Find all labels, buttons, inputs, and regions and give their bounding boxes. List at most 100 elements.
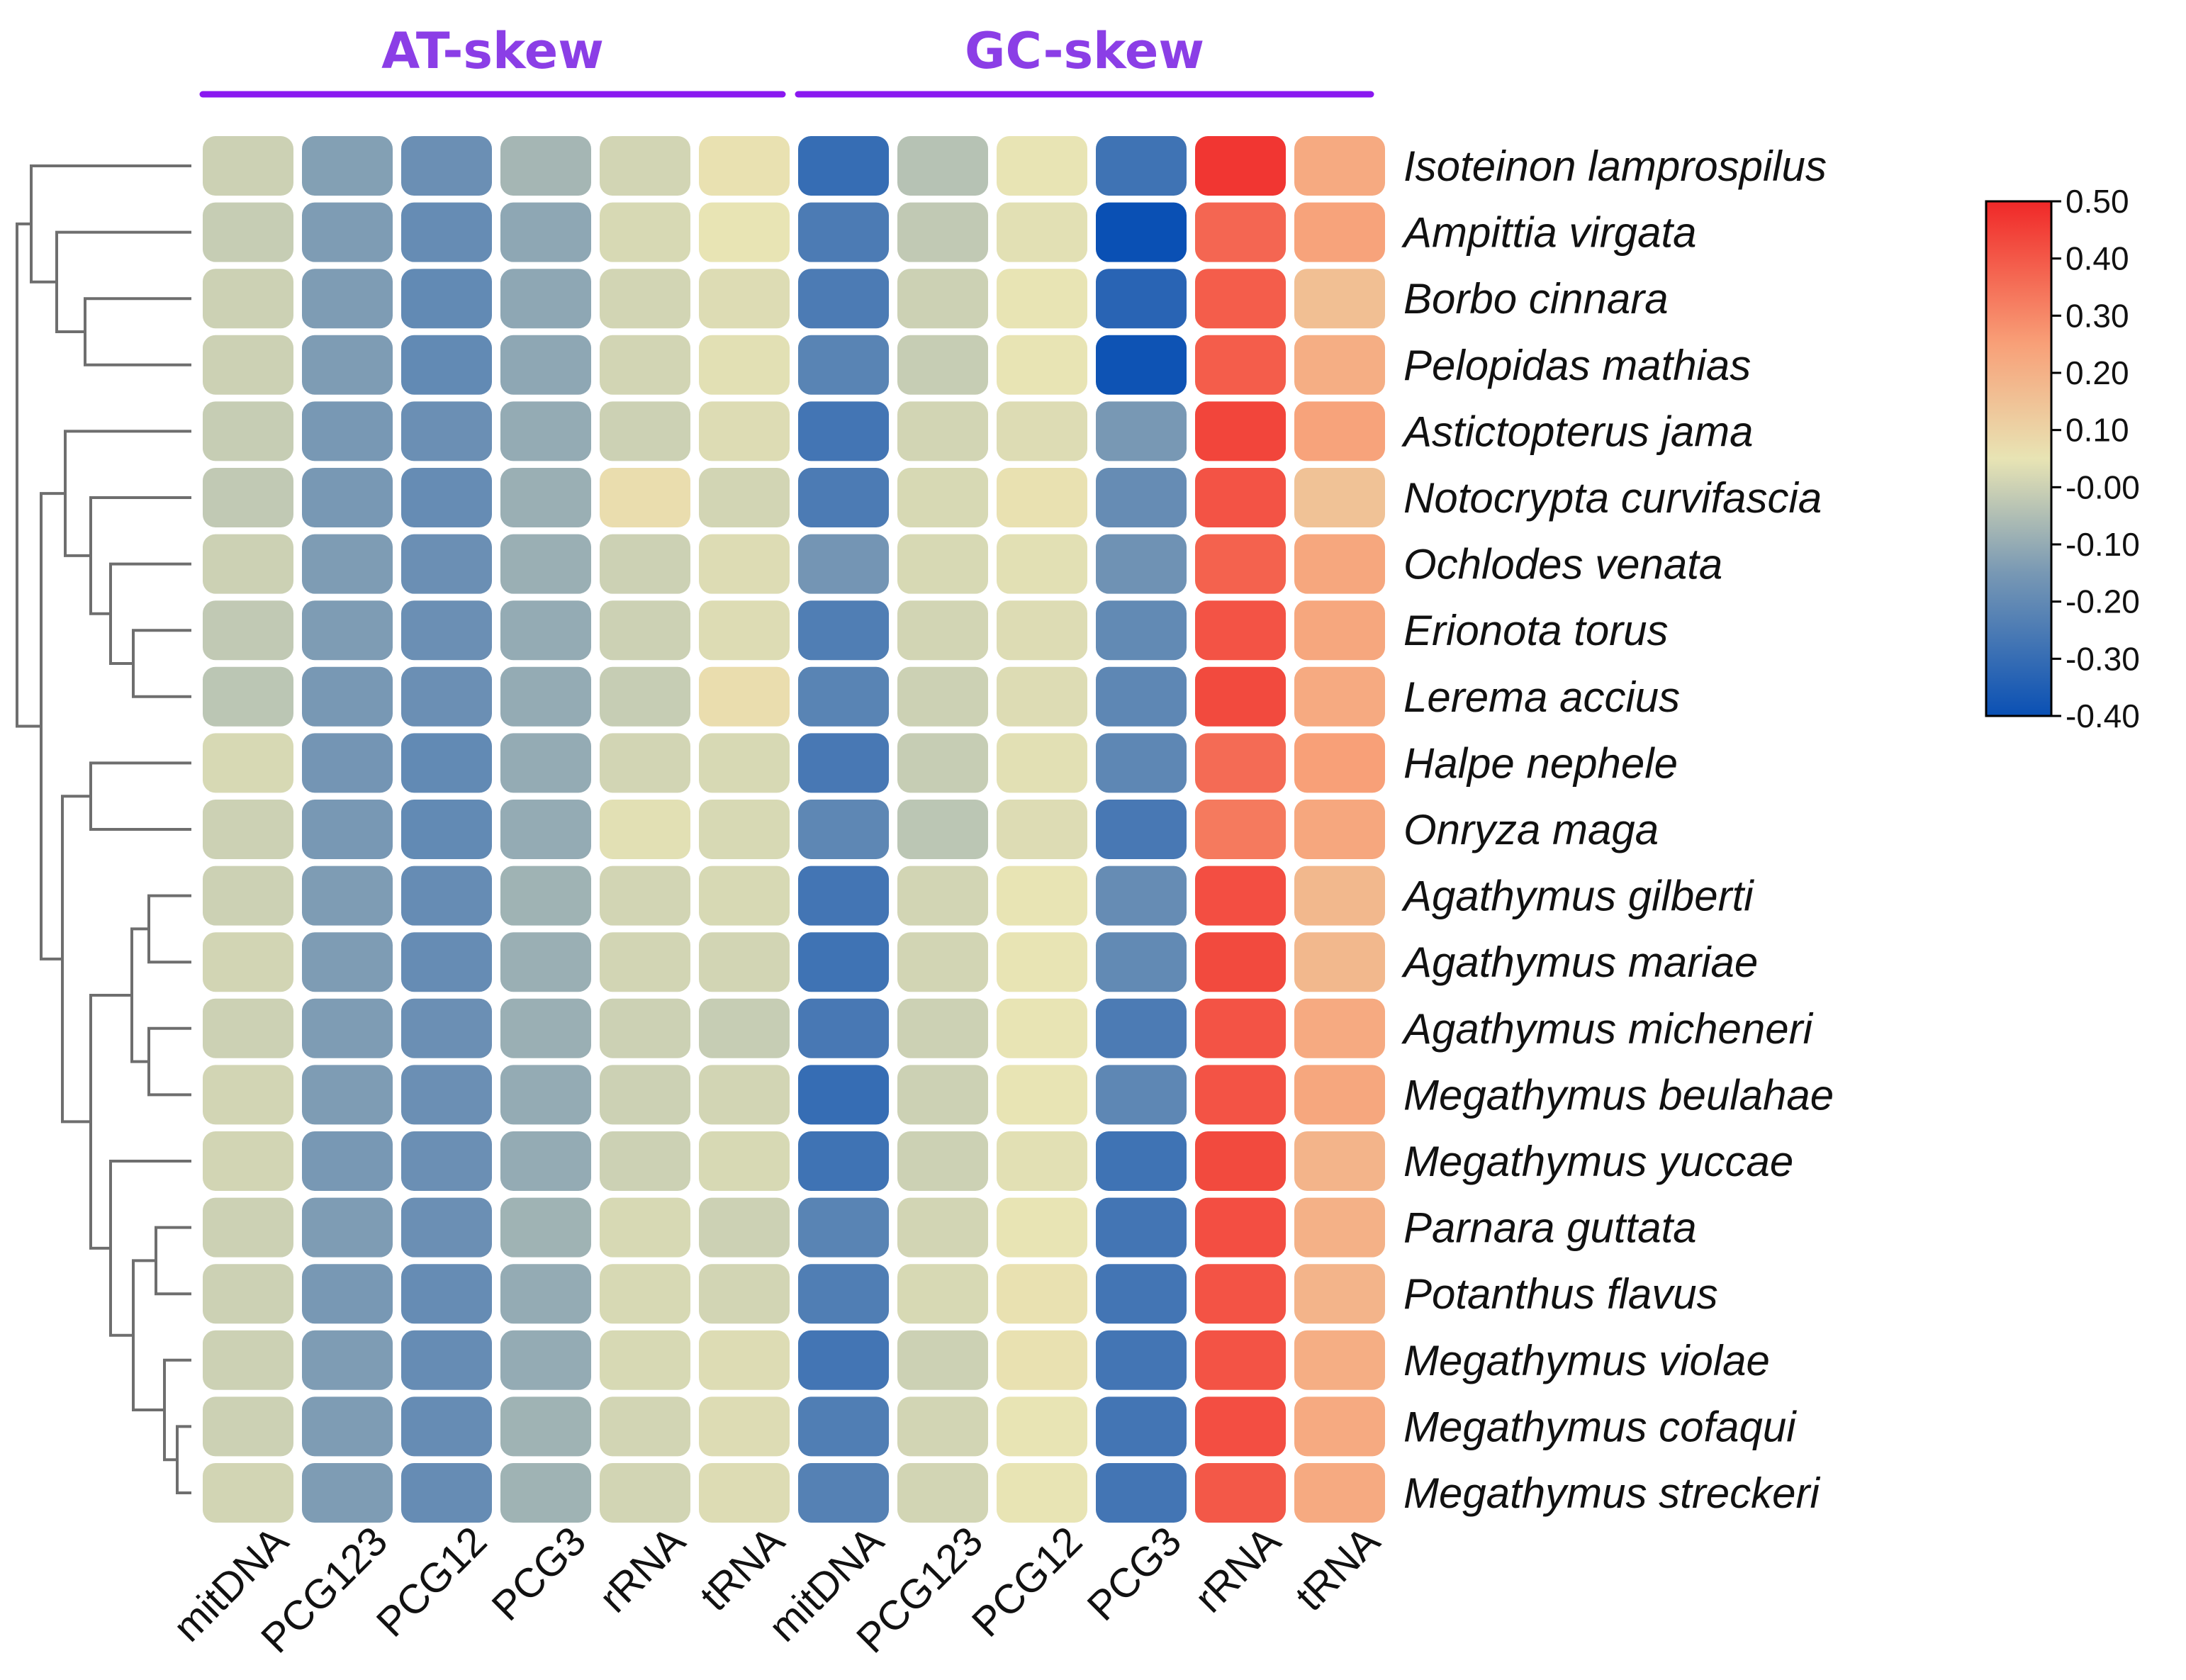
- colorbar-tick-label: 0.30: [2066, 297, 2129, 334]
- row-label-borbo-cinnara: Borbo cinnara: [1403, 275, 1669, 323]
- heatmap-cell: [997, 1330, 1087, 1390]
- heatmap-cell: [897, 800, 988, 859]
- heatmap-cell: [1195, 269, 1286, 329]
- row-label-onryza-maga: Onryza maga: [1403, 806, 1659, 853]
- heatmap-cell: [1096, 335, 1187, 395]
- heatmap-cell: [798, 666, 889, 727]
- heatmap-cell: [1294, 998, 1385, 1058]
- dendrogram-branch: [147, 894, 191, 964]
- heatmap-cell: [302, 733, 393, 793]
- heatmap-cell: [1294, 1463, 1385, 1523]
- heatmap-cell: [500, 1330, 591, 1390]
- heatmap-cell: [699, 468, 790, 527]
- heatmap-cell: [401, 1065, 492, 1125]
- heatmap-cell: [798, 136, 889, 196]
- heatmap-cell: [500, 666, 591, 727]
- heatmap-cell: [600, 1330, 690, 1390]
- heatmap-cell: [699, 1396, 790, 1457]
- heatmap-cell: [897, 600, 988, 661]
- heatmap-cell: [500, 866, 591, 926]
- colorbar-tick-label: -0.00: [2066, 469, 2140, 505]
- heatmap-cell: [1294, 1197, 1385, 1258]
- heatmap-cell: [302, 666, 393, 727]
- colorbar-tick-label: 0.50: [2066, 183, 2129, 220]
- row-label-pelopidas-mathias: Pelopidas mathias: [1403, 342, 1751, 389]
- heatmap-cell: [1294, 1065, 1385, 1125]
- heatmap-cell: [1195, 733, 1286, 793]
- dendrogram-branch: [89, 496, 191, 615]
- heatmap-cell: [897, 335, 988, 395]
- heatmap-cell: [798, 202, 889, 262]
- heatmap-cell: [798, 1197, 889, 1258]
- heatmap-cell: [1195, 1065, 1286, 1125]
- dendrogram-branch: [130, 927, 149, 1063]
- heatmap-cell: [1294, 1330, 1385, 1390]
- heatmap-cell: [302, 600, 393, 661]
- heatmap-cell: [1195, 932, 1286, 992]
- heatmap-cell: [1195, 800, 1286, 859]
- heatmap-cell: [401, 932, 492, 992]
- heatmap-cell: [302, 1463, 393, 1523]
- heatmap-cell: [1294, 1131, 1385, 1191]
- heatmap-cell: [997, 800, 1087, 859]
- heatmap-cell: [798, 733, 889, 793]
- heatmap-cell: [1195, 202, 1286, 262]
- heatmap-cell: [798, 1330, 889, 1390]
- heatmap-cell: [897, 733, 988, 793]
- heatmap-cell: [1195, 468, 1286, 527]
- heatmap-cell: [1294, 600, 1385, 661]
- heatmap-cell: [798, 998, 889, 1058]
- dendrogram-branch: [89, 761, 191, 831]
- column-label-at-skew-pcg3: PCG3: [483, 1518, 595, 1630]
- group-title-at-skew: AT-skew: [381, 22, 604, 80]
- heatmap-cell: [302, 202, 393, 262]
- heatmap-cell: [1195, 1131, 1286, 1191]
- heatmap-cell: [798, 269, 889, 329]
- heatmap-cell: [500, 202, 591, 262]
- heatmap-cell: [699, 269, 790, 329]
- heatmap-cell: [798, 1131, 889, 1191]
- heatmap-cell: [600, 1396, 690, 1457]
- heatmap-cell: [1294, 335, 1385, 395]
- heatmap-cell: [1096, 401, 1187, 461]
- row-labels: Isoteinon lamprospilus Ampittia virgata Bo…: [1401, 142, 1834, 1517]
- heatmap-cell: [500, 1065, 591, 1125]
- row-label-agathymus-mariae: Agathymus mariae: [1401, 939, 1758, 986]
- row-label-parnara-guttata: Parnara guttata: [1403, 1204, 1697, 1252]
- heatmap-cell: [401, 335, 492, 395]
- heatmap-cell: [1096, 866, 1187, 926]
- heatmap-cell: [997, 468, 1087, 527]
- heatmap-cell: [600, 866, 690, 926]
- heatmap-cell: [699, 401, 790, 461]
- heatmap-cell: [1294, 202, 1385, 262]
- heatmap-cell: [203, 666, 293, 727]
- heatmap-cell: [401, 800, 492, 859]
- heatmap-cell: [401, 1264, 492, 1324]
- heatmap-cell: [500, 401, 591, 461]
- heatmap-cell: [1195, 1197, 1286, 1258]
- heatmap-cell: [401, 202, 492, 262]
- heatmap-cell: [798, 1264, 889, 1324]
- heatmap-cell: [600, 666, 690, 727]
- row-label-ochlodes-venata: Ochlodes venata: [1403, 541, 1722, 588]
- heatmap-cell: [203, 335, 293, 395]
- heatmap-cell: [401, 1131, 492, 1191]
- heatmap-cell: [897, 666, 988, 727]
- heatmap-cell: [600, 1197, 690, 1258]
- heatmap-cell: [600, 932, 690, 992]
- heatmap-cell: [897, 998, 988, 1058]
- heatmap-cell: [897, 866, 988, 926]
- heatmap-cell: [203, 1264, 293, 1324]
- heatmap-cell: [798, 401, 889, 461]
- heatmap-cell: [699, 800, 790, 859]
- heatmap-cell: [997, 1396, 1087, 1457]
- heatmap-cell: [997, 335, 1087, 395]
- heatmap-cell: [798, 1065, 889, 1125]
- heatmap-cell: [401, 269, 492, 329]
- heatmap-cell: [1096, 1463, 1187, 1523]
- heatmap-cell: [600, 468, 690, 527]
- heatmap-cell: [203, 468, 293, 527]
- heatmap-cell: [203, 1396, 293, 1457]
- heatmap-cell: [203, 1131, 293, 1191]
- column-label-gc-skew-rrna: rRNA: [1186, 1518, 1289, 1621]
